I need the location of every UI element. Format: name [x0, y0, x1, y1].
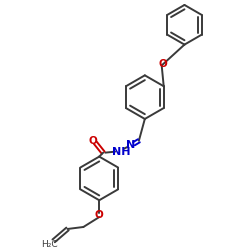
Text: O: O — [158, 60, 167, 70]
Text: NH: NH — [112, 147, 130, 157]
Text: H₂C: H₂C — [41, 240, 58, 249]
Text: O: O — [95, 210, 104, 220]
Text: O: O — [89, 136, 98, 146]
Text: N: N — [126, 140, 136, 150]
